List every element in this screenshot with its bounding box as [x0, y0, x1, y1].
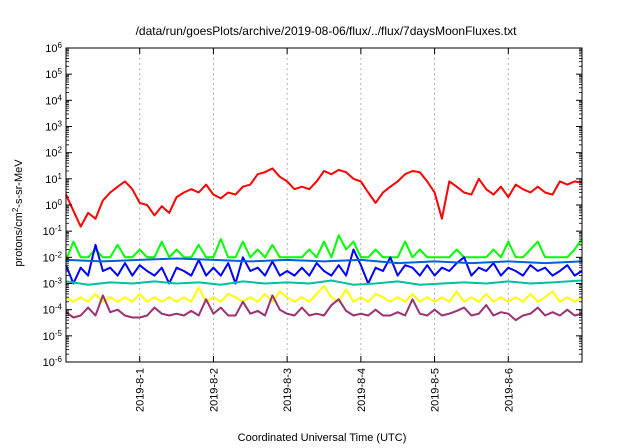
y-tick-label: 10-4 [43, 302, 63, 317]
y-tick-label-exponent: 5 [58, 67, 63, 76]
y-tick-label-base: 10 [43, 279, 55, 291]
tick-labels: 10-610-510-410-310-210-11001011021031041… [43, 41, 516, 413]
y-tick-label-exponent: -3 [55, 276, 63, 285]
y-tick-label-exponent: -2 [55, 250, 63, 259]
y-tick-label-exponent: 1 [58, 171, 63, 180]
y-tick-label-base: 10 [45, 69, 57, 81]
series-line-1 [65, 167, 583, 228]
y-tick-label: 105 [45, 67, 62, 82]
y-tick-label-base: 10 [45, 200, 57, 212]
y-tick-label-base: 10 [43, 252, 55, 264]
series-line-7 [65, 294, 583, 322]
y-tick-label: 10-5 [43, 328, 63, 343]
x-tick-label: 2019-8-6 [503, 368, 515, 412]
y-tick-label: 10-1 [43, 224, 63, 239]
y-tick-label: 106 [45, 41, 62, 56]
y-axis-label-superscript: 2 [11, 207, 20, 212]
x-tick-label: 2019-8-4 [356, 368, 368, 412]
y-tick-label: 104 [45, 93, 62, 108]
y-tick-label: 10-6 [43, 355, 63, 370]
y-tick-label-base: 10 [45, 43, 57, 55]
y-tick-label: 100 [45, 198, 62, 213]
y-tick-label-exponent: 2 [58, 145, 63, 154]
x-tick-label: 2019-8-5 [430, 368, 442, 412]
y-tick-label-exponent: 0 [58, 198, 63, 207]
y-tick-label-exponent: 6 [58, 41, 63, 50]
chart-title: /data/run/goesPlots/archive/2019-08-06/f… [136, 24, 518, 38]
y-tick-label-base: 10 [43, 305, 55, 317]
y-tick-label: 10-2 [43, 250, 63, 265]
y-tick-label-base: 10 [45, 148, 57, 160]
x-tick-label: 2019-8-3 [282, 368, 294, 412]
series-group [65, 167, 583, 322]
y-tick-label: 10-3 [43, 276, 63, 291]
y-tick-label-base: 10 [45, 95, 57, 107]
y-tick-label-exponent: -1 [55, 224, 63, 233]
y-axis-label-prefix: protons/cm [13, 212, 25, 266]
y-tick-label-exponent: -6 [55, 355, 63, 364]
series-line-2 [65, 234, 583, 261]
y-axis-label-suffix: -s-sr-MeV [13, 159, 25, 208]
y-tick-label-base: 10 [45, 122, 57, 134]
series-line-5 [65, 279, 583, 286]
series-line-3 [65, 243, 583, 285]
y-tick-label-exponent: -4 [55, 302, 63, 311]
y-tick-label-base: 10 [43, 331, 55, 343]
y-tick-label-base: 10 [43, 357, 55, 369]
y-tick-label-base: 10 [43, 226, 55, 238]
x-tick-label: 2019-8-2 [208, 368, 220, 412]
y-tick-label-base: 10 [45, 174, 57, 186]
y-tick-label: 102 [45, 145, 62, 160]
series-line-6 [65, 285, 583, 303]
y-axis-label: protons/cm2-s-sr-MeV [11, 159, 26, 267]
series-line-4 [65, 257, 583, 265]
axes [65, 47, 583, 363]
y-tick-label: 103 [45, 119, 62, 134]
x-tick-label: 2019-8-1 [135, 368, 147, 412]
y-tick-label-exponent: 3 [58, 119, 63, 128]
y-tick-label: 101 [45, 171, 62, 186]
x-axis-label: Coordinated Universal Time (UTC) [238, 432, 407, 444]
y-tick-label-exponent: 4 [58, 93, 63, 102]
y-tick-label-exponent: -5 [55, 328, 63, 337]
